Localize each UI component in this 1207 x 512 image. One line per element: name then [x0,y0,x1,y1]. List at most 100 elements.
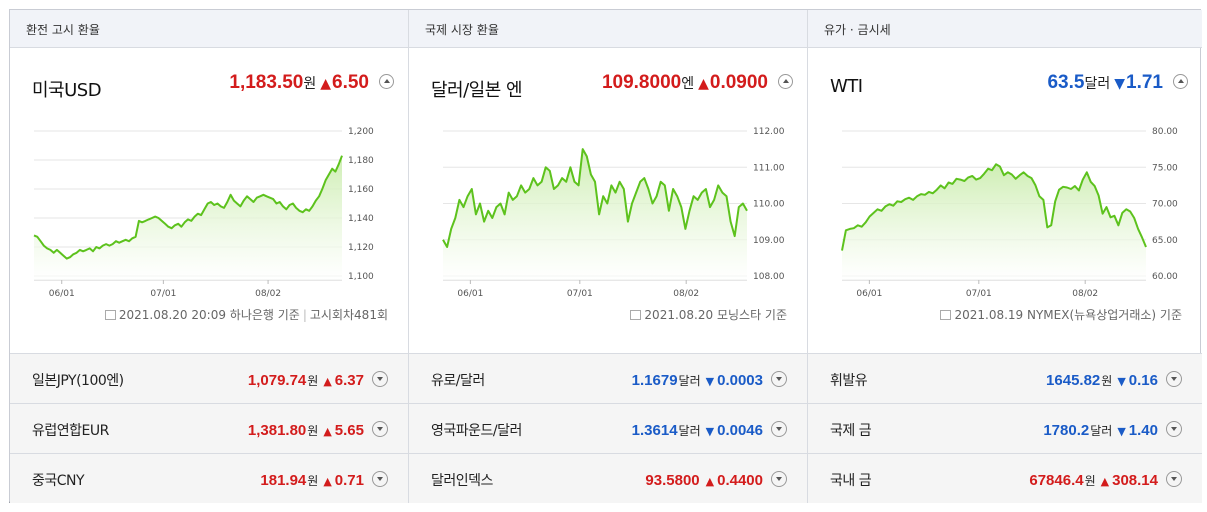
exchange-widget: 환전 고시 환율 미국USD 1,183.50 원 ▲ 6.50 1,200 1,… [9,9,1202,503]
chevron-down-icon[interactable] [771,421,787,437]
main-quote-value: 63.5 [1047,72,1085,93]
chevron-down-icon[interactable] [771,371,787,387]
price-chart: 1,200 1,180 1,160 1,140 1,120 1,100 06/01 07/01… [33,127,374,299]
y-tick-label: 75.00 [1152,163,1178,173]
main-quote-change: 0.0900 [709,72,768,93]
series-line [841,163,1147,251]
list-item-unit: 원 [307,424,319,438]
y-tick-label: 109.00 [753,236,785,246]
x-tick-label: 07/01 [966,289,992,299]
series-line [33,155,343,260]
y-tick-label: 80.00 [1152,127,1178,137]
list-item-value: 1.1679 [631,372,678,389]
main-quote[interactable]: WTI 63.5 달러 ▼ 1.71 [830,72,1188,100]
x-tick-label: 08/02 [255,289,281,299]
list-item-unit: 원 [307,474,319,488]
y-tick-label: 1,200 [348,127,374,137]
list-item-name: 국제 금 [830,423,872,439]
list-item-name: 일본JPY(100엔) [32,373,124,389]
list-item-value: 1780.2 [1043,422,1090,439]
main-quote-change: 6.50 [332,72,369,93]
footer-date: 2021.08.19 NYMEX(뉴욕상업거래소) 기준 [954,308,1182,322]
list-item-name: 국내 금 [830,473,872,489]
list-item[interactable]: 휘발유 1645.82 원 ▼ 0.16 [807,353,1202,403]
up-arrow-icon: ▲ [705,475,715,488]
chevron-down-icon[interactable] [372,371,388,387]
main-quote-name: 달러/일본 엔 [431,80,523,101]
list-item-change: 0.0003 [717,372,763,389]
list-item-value: 1,381.80 [247,422,307,439]
series-line [442,148,748,248]
list-item[interactable]: 영국파운드/달러 1.3614 달러 ▼ 0.0046 [408,403,807,453]
main-quote-value: 1,183.50 [229,72,304,93]
footer-round: 고시회차481회 [309,308,388,322]
x-tick-label: 07/01 [150,289,176,299]
down-arrow-icon: ▼ [705,375,715,388]
series-area [34,155,342,280]
list-item-unit: 달러 [678,374,701,388]
chevron-down-icon[interactable] [1166,421,1182,437]
x-tick-label: 07/01 [567,289,593,299]
main-quote-value: 109.8000 [601,72,682,93]
y-tick-label: 1,140 [348,214,374,224]
footer-date: 2021.08.20 모닝스타 기준 [644,308,787,322]
list-item-unit: 원 [307,374,319,388]
main-quote-unit: 엔 [681,76,695,92]
list-item-change: 0.16 [1128,372,1158,389]
list-item-name: 유로/달러 [431,373,485,389]
list-item-value: 93.5800 [645,472,700,489]
y-tick-label: 65.00 [1152,236,1178,246]
main-quote-name: WTI [830,76,863,97]
panel-header[interactable]: 환전 고시 환율 [10,10,408,48]
list-item-value: 181.94 [260,472,307,489]
x-tick-label: 06/01 [457,289,483,299]
chevron-down-icon[interactable] [771,471,787,487]
list-item[interactable]: 국내 금 67846.4 원 ▲ 308.14 [807,453,1202,503]
chevron-up-icon[interactable] [379,74,394,89]
chevron-down-icon[interactable] [1166,371,1182,387]
down-arrow-icon: ▼ [1117,425,1126,438]
main-quote-unit: 원 [303,76,317,92]
up-arrow-icon: ▲ [1100,475,1110,488]
list-item[interactable]: 국제 금 1780.2 달러 ▼ 1.40 [807,403,1202,453]
chevron-up-icon[interactable] [778,74,793,89]
y-tick-label: 110.00 [753,200,785,210]
panel-header[interactable]: 유가 · 금시세 [808,10,1202,48]
chevron-down-icon[interactable] [372,421,388,437]
y-tick-label: 70.00 [1152,200,1178,210]
list-item-unit: 달러 [1090,424,1113,438]
list-item[interactable]: 달러인덱스 93.5800 ▲ 0.4400 [408,453,807,503]
list-item-unit: 원 [1101,374,1113,388]
y-tick-label: 1,120 [348,243,374,253]
x-tick-label: 06/01 [856,289,882,299]
chevron-down-icon[interactable] [372,471,388,487]
list-item[interactable]: 유로/달러 1.1679 달러 ▼ 0.0003 [408,353,807,403]
list-item[interactable]: 중국CNY 181.94 원 ▲ 0.71 [10,453,408,503]
list-item-change: 0.0046 [717,422,763,439]
y-tick-label: 60.00 [1152,272,1178,282]
chart-footer: 2021.08.20 모닝스타 기준 [630,306,787,323]
series-area [842,164,1146,280]
main-quote[interactable]: 달러/일본 엔 109.8000 엔 ▲ 0.0900 [431,72,793,101]
up-arrow-icon: ▲ [323,425,332,438]
list-item-change: 0.4400 [717,472,763,489]
chart-footer: 2021.08.20 20:09 하나은행 기준 | 고시회차481회 [104,306,388,323]
panel-header[interactable]: 국제 시장 환율 [409,10,807,48]
chevron-up-icon[interactable] [1173,74,1188,89]
chevron-down-icon[interactable] [1166,471,1182,487]
down-arrow-icon: ▼ [1117,375,1126,388]
y-tick-label: 1,180 [348,156,374,166]
list-item[interactable]: 유럽연합EUR 1,381.80 원 ▲ 5.65 [10,403,408,453]
list-item-name: 영국파운드/달러 [431,423,522,439]
y-tick-label: 1,160 [348,185,374,195]
list-item-name: 중국CNY [32,473,85,489]
down-arrow-icon: ▼ [705,425,715,438]
main-quote-name: 미국USD [32,80,102,101]
list-item-change: 5.65 [334,422,364,439]
main-quote[interactable]: 미국USD 1,183.50 원 ▲ 6.50 [32,72,394,101]
list-item-value: 1.3614 [631,422,678,439]
price-chart: 112.00 111.00 110.00 109.00 108.00 06/01 07/01… [442,127,785,299]
series-area [443,149,747,280]
list-item[interactable]: 일본JPY(100엔) 1,079.74 원 ▲ 6.37 [10,353,408,403]
down-arrow-icon: ▼ [1114,76,1126,92]
